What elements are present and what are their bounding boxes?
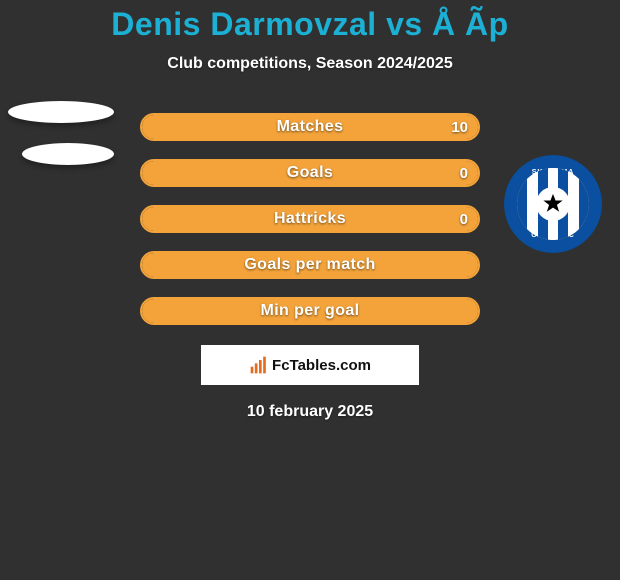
bar-right-value: 0 xyxy=(460,207,468,231)
stat-bar-matches: Matches 10 xyxy=(140,113,480,141)
attribution-text: FcTables.com xyxy=(272,357,371,374)
stat-bar-goals: Goals 0 xyxy=(140,159,480,187)
attribution: FcTables.com xyxy=(249,355,371,375)
bar-label: Goals xyxy=(142,161,478,185)
page-title: Denis Darmovzal vs Å Ãp xyxy=(0,0,620,43)
attribution-box: FcTables.com xyxy=(201,345,419,385)
page-subtitle: Club competitions, Season 2024/2025 xyxy=(0,55,620,73)
left-player-badges xyxy=(8,101,114,165)
page-root: Denis Darmovzal vs Å Ãp Club competition… xyxy=(0,0,620,580)
bar-label: Hattricks xyxy=(142,207,478,231)
club-crest: SK SIGMA OLOMOUC xyxy=(504,155,602,253)
bars-icon xyxy=(249,355,269,375)
left-badge-1 xyxy=(8,101,114,123)
left-badge-2 xyxy=(22,143,114,165)
comparison-area: SK SIGMA OLOMOUC xyxy=(0,113,620,421)
bar-label: Min per goal xyxy=(142,299,478,323)
bar-label: Matches xyxy=(142,115,478,139)
right-club-badge: SK SIGMA OLOMOUC xyxy=(504,155,602,253)
stat-bar-min-per-goal: Min per goal xyxy=(140,297,480,325)
bar-right-value: 10 xyxy=(451,115,468,139)
stat-bar-hattricks: Hattricks 0 xyxy=(140,205,480,233)
star-icon xyxy=(542,193,564,215)
bar-label: Goals per match xyxy=(142,253,478,277)
stat-bar-goals-per-match: Goals per match xyxy=(140,251,480,279)
stat-bars: Matches 10 Goals 0 Hattricks 0 Goals per… xyxy=(140,113,480,325)
bar-right-value: 0 xyxy=(460,161,468,185)
date-line: 10 february 2025 xyxy=(0,403,620,421)
club-star-circle xyxy=(536,187,570,221)
